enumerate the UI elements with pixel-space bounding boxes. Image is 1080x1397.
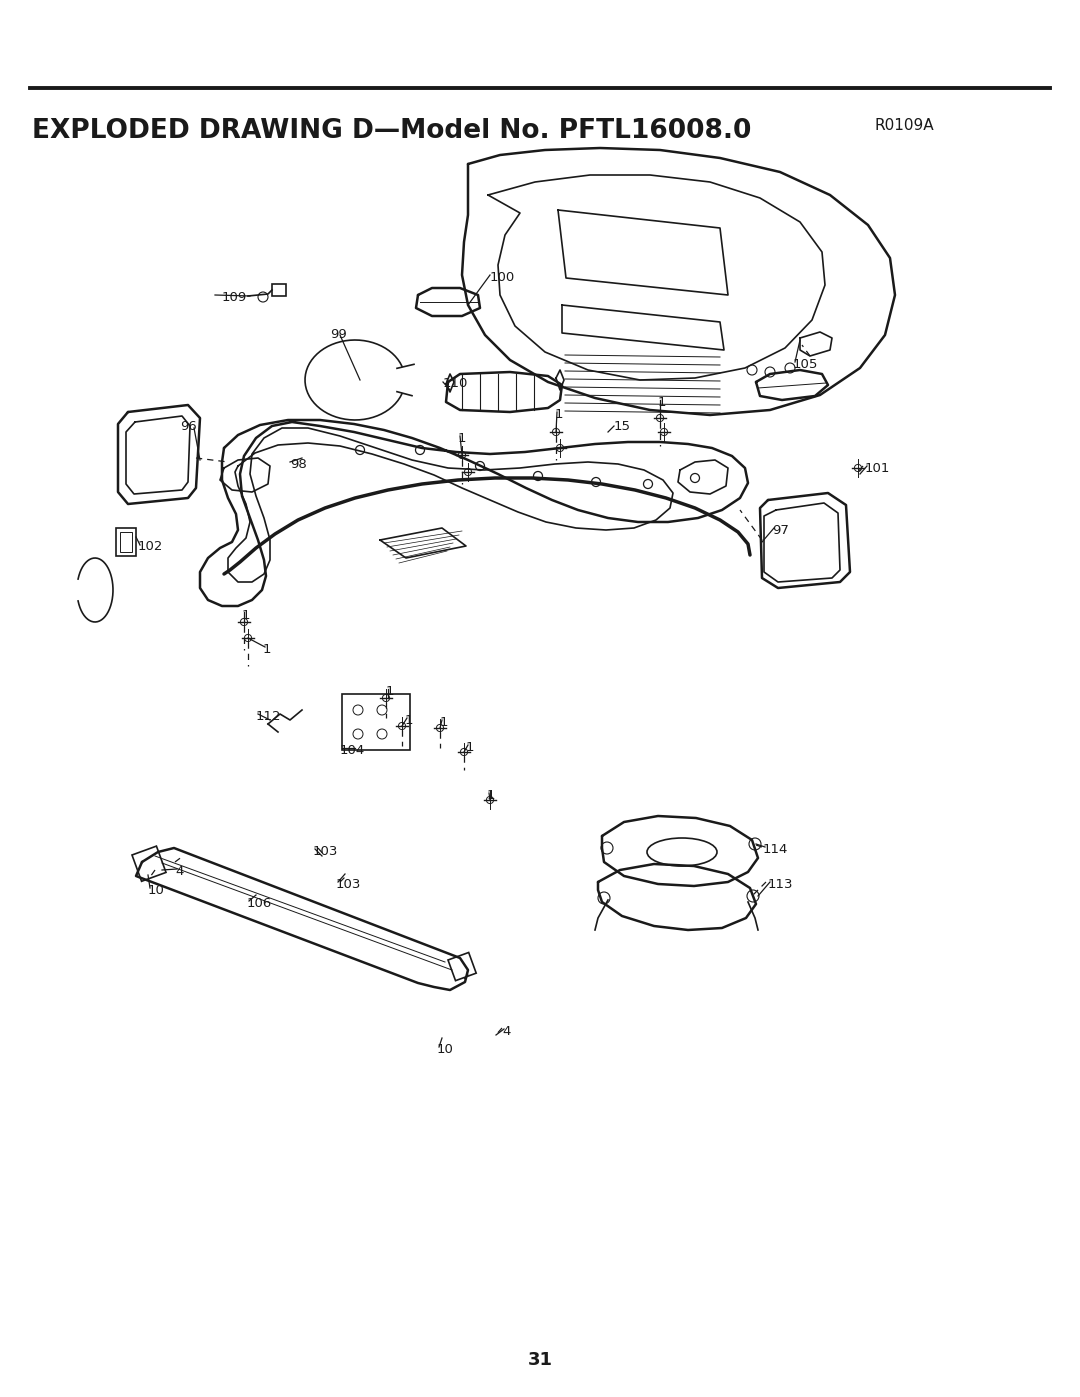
Text: 102: 102 <box>138 541 163 553</box>
Text: 106: 106 <box>247 897 272 909</box>
Text: 10: 10 <box>437 1044 454 1056</box>
Text: 104: 104 <box>340 745 365 757</box>
Text: 1: 1 <box>405 714 414 726</box>
Text: 97: 97 <box>772 524 788 536</box>
Text: 109: 109 <box>222 291 247 305</box>
Text: 1: 1 <box>386 685 394 698</box>
Text: 1: 1 <box>242 609 251 622</box>
Text: R0109A: R0109A <box>875 117 934 133</box>
Bar <box>116 528 136 556</box>
Text: 114: 114 <box>762 842 788 856</box>
Text: 1: 1 <box>465 740 474 754</box>
Text: 31: 31 <box>527 1351 553 1369</box>
Text: 96: 96 <box>180 420 197 433</box>
Text: 1: 1 <box>440 717 448 729</box>
Text: 103: 103 <box>336 877 362 891</box>
Bar <box>342 694 410 750</box>
Text: 101: 101 <box>865 462 890 475</box>
Text: 1: 1 <box>658 395 666 409</box>
Text: 100: 100 <box>490 271 515 284</box>
Text: 1: 1 <box>555 408 564 420</box>
Text: 99: 99 <box>330 328 347 341</box>
Text: 103: 103 <box>313 845 338 858</box>
Text: 110: 110 <box>443 377 469 390</box>
Text: 1: 1 <box>487 789 496 802</box>
Text: 15: 15 <box>615 420 631 433</box>
Text: 1: 1 <box>458 432 467 446</box>
Text: 105: 105 <box>793 358 819 372</box>
Text: 113: 113 <box>768 877 794 891</box>
Text: 112: 112 <box>256 710 282 724</box>
Text: 4: 4 <box>175 865 184 877</box>
Text: 98: 98 <box>291 458 307 471</box>
Bar <box>272 284 286 296</box>
Bar <box>120 532 132 552</box>
Text: 4: 4 <box>502 1025 511 1038</box>
Text: EXPLODED DRAWING D—Model No. PFTL16008.0: EXPLODED DRAWING D—Model No. PFTL16008.0 <box>32 117 752 144</box>
Bar <box>132 847 166 882</box>
Bar <box>448 953 476 981</box>
Text: 1: 1 <box>264 643 271 657</box>
Text: 10: 10 <box>148 884 165 897</box>
